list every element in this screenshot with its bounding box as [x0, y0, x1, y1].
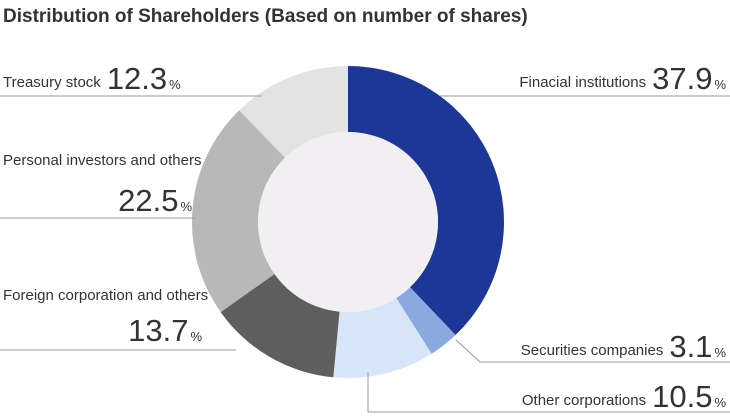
slice-other-corporations	[333, 297, 432, 378]
donut-center	[258, 132, 438, 312]
slice-label-personal-investors-and-others: Personal investors and others	[3, 152, 201, 169]
leader-lines	[0, 95, 730, 413]
slice-treasury-stock	[239, 66, 348, 158]
slice-value-finacial-institutions: 37.9%	[652, 61, 726, 96]
slice-label-finacial-institutions: Finacial institutions	[519, 74, 646, 91]
slice-label-treasury-stock: Treasury stock	[3, 74, 101, 91]
leader-line-other-corporations	[367, 372, 730, 413]
slice-value-treasury-stock: 12.3%	[107, 61, 181, 96]
slice-foreign-corporation-and-others	[220, 273, 340, 378]
slice-value-other-corporations: 10.5%	[652, 379, 726, 414]
slice-value-foreign-corporation-and-others: 13.7%	[128, 313, 202, 348]
slice-finacial-institutions	[348, 66, 504, 336]
slice-label-securities-companies: Securities companies	[521, 342, 664, 359]
slice-label-other-corporations: Other corporations	[522, 392, 646, 409]
slice-value-personal-investors-and-others: 22.5%	[118, 183, 192, 218]
slice-value-securities-companies: 3.1%	[669, 329, 726, 364]
donut-slices	[191, 66, 504, 378]
slice-securities-companies	[396, 287, 456, 354]
chart-title: Distribution of Shareholders (Based on n…	[3, 6, 528, 27]
slice-label-foreign-corporation-and-others: Foreign corporation and others	[3, 287, 208, 304]
leader-line-securities-companies	[455, 339, 730, 363]
slice-personal-investors-and-others	[191, 110, 286, 313]
slice-labels: Finacial institutions 37.9 % Securities com…	[3, 61, 726, 414]
